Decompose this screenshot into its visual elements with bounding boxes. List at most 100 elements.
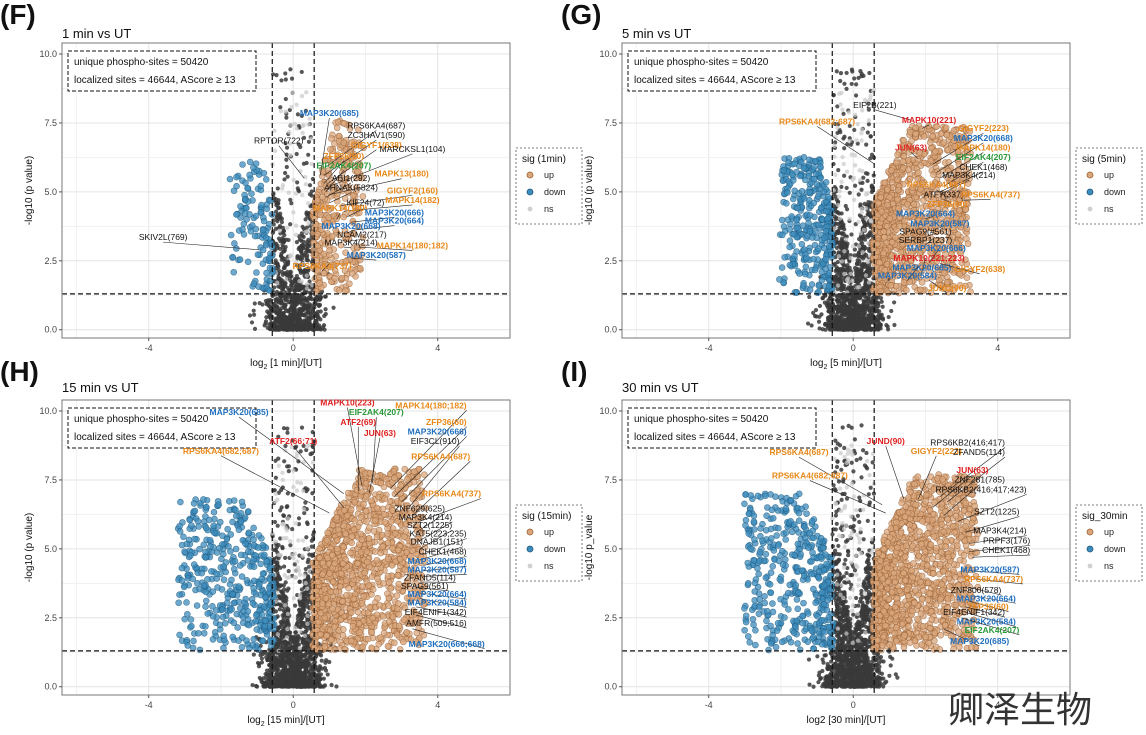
point-down (800, 246, 808, 253)
point-ns (850, 244, 856, 249)
point-down (226, 175, 234, 183)
point-ns (265, 309, 270, 314)
point-ns (838, 78, 843, 84)
y-axis-label: -log10 (p value) (24, 156, 35, 225)
point-ns (291, 210, 296, 215)
point-ns (304, 286, 310, 291)
point-ns (306, 303, 312, 308)
point-down (778, 216, 786, 224)
point-ns (281, 229, 286, 234)
gene-label: ZFP36(60) (927, 199, 968, 209)
point-down (806, 228, 814, 235)
point-ns (847, 139, 852, 144)
point-down (806, 156, 813, 164)
point-ns (288, 197, 293, 202)
point-ns (282, 459, 287, 464)
point-up (905, 166, 912, 174)
point-ns (307, 183, 313, 188)
point-ns (841, 111, 846, 116)
volcano-panel-2: (H)15 min vs UT0.02.55.07.510.0-4 0 4log2 … (0, 356, 583, 728)
point-ns (301, 123, 306, 128)
point-ns (852, 163, 858, 168)
point-down (251, 232, 259, 240)
legend-swatch-ns (527, 206, 533, 212)
point-ns (867, 308, 872, 313)
point-down (827, 233, 835, 241)
point-ns (309, 136, 314, 142)
gene-label: MAP3K20(584) (878, 271, 937, 281)
point-down (237, 202, 244, 210)
point-up (894, 186, 902, 194)
point-ns (833, 172, 838, 178)
point-ns (856, 244, 862, 249)
point-ns (284, 273, 290, 278)
point-ns (839, 225, 844, 231)
point-ns (293, 223, 299, 228)
point-ns (277, 223, 283, 229)
point-down (789, 171, 796, 178)
point-up (874, 240, 881, 248)
y-tick-label: 10.0 (39, 49, 57, 59)
point-ns (866, 280, 872, 285)
point-down (817, 174, 824, 182)
point-ns (301, 303, 307, 309)
point-up (894, 151, 901, 159)
point-ns (300, 327, 305, 332)
point-ns (859, 187, 864, 192)
point-down (258, 201, 265, 209)
point-ns (885, 327, 891, 332)
point-ns (260, 302, 265, 307)
point-ns (852, 76, 857, 81)
point-down (820, 244, 828, 252)
point-ns (878, 296, 884, 301)
point-ns (271, 191, 276, 196)
y-tick-label: 0.0 (604, 325, 617, 335)
point-down (236, 256, 244, 263)
point-up (887, 282, 895, 289)
point-ns (847, 301, 852, 306)
point-ns (304, 160, 309, 166)
point-up (929, 132, 937, 140)
point-down (805, 219, 812, 227)
point-ns (285, 225, 290, 231)
point-down (814, 193, 822, 200)
point-ns (318, 317, 323, 322)
point-ns (877, 324, 882, 329)
gene-label: MAP3K20(666) (907, 243, 966, 253)
point-up (340, 139, 348, 147)
x-tick-label: -4 (705, 343, 713, 353)
point-ns (844, 185, 849, 191)
gene-label: MAP3K4(214) (942, 170, 996, 180)
point-ns (844, 277, 850, 283)
point-ns (833, 316, 839, 321)
info-unique-sites: unique phospho-sites = 50420 (74, 57, 209, 68)
point-up (893, 176, 901, 183)
point-up (878, 208, 885, 216)
point-down (821, 234, 828, 242)
point-ns (305, 201, 311, 206)
point-ns (288, 326, 294, 332)
point-ns (294, 300, 300, 305)
panel-letter: (F) (0, 0, 36, 30)
point-ns (284, 237, 289, 242)
point-ns (834, 69, 839, 74)
gene-label: RPS6KA4(682;687) (779, 116, 855, 126)
point-ns (892, 322, 897, 328)
point-ns (866, 118, 872, 123)
gene-label: GIGYF2(638) (954, 264, 1005, 274)
point-ns (805, 321, 811, 326)
point-ns (306, 152, 311, 157)
point-ns (839, 231, 845, 236)
point-down (822, 178, 830, 186)
point-up (325, 214, 333, 222)
point-ns (838, 102, 843, 107)
point-ns (839, 184, 844, 189)
point-ns (283, 276, 289, 282)
point-down (817, 204, 825, 212)
point-ns (280, 236, 285, 241)
point-ns (276, 212, 281, 217)
point-down (817, 163, 824, 171)
point-ns (807, 294, 812, 300)
point-ns (252, 326, 258, 331)
